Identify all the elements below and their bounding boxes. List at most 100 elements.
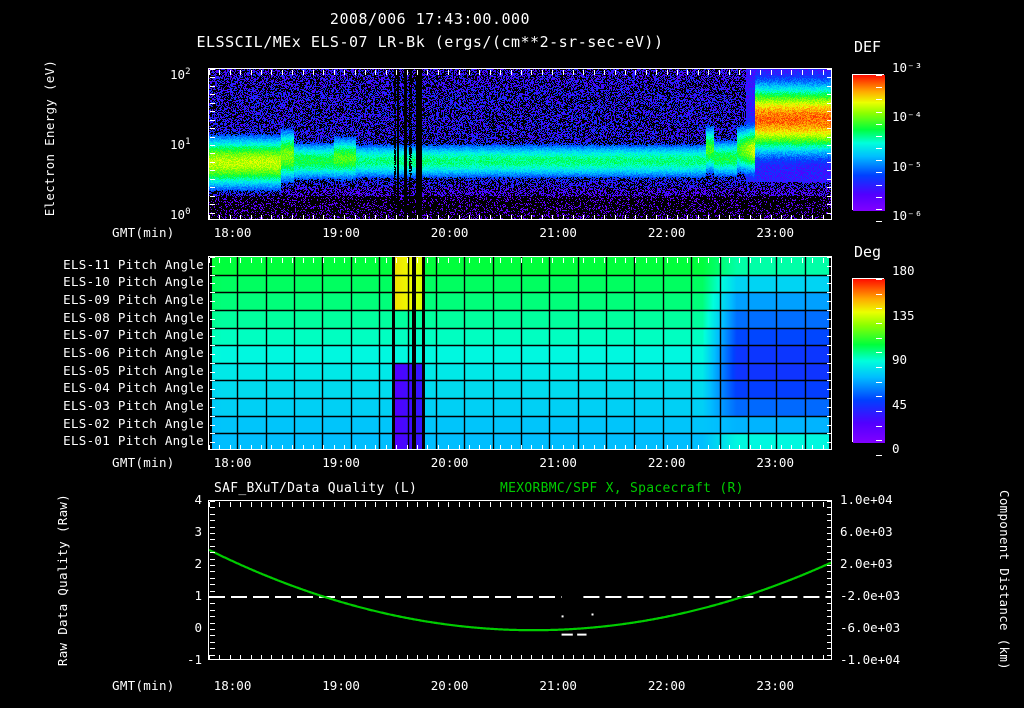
axis-tick [448, 258, 450, 263]
axis-tick [210, 195, 215, 197]
axis-tick [827, 635, 831, 637]
axis-tick [827, 161, 831, 163]
axis-tick [541, 502, 543, 507]
axis-tick [210, 584, 215, 586]
axis-tick [760, 655, 762, 659]
deg-colorbar[interactable] [852, 278, 885, 456]
axis-tick [666, 258, 668, 263]
axis-tick [827, 283, 831, 285]
axis-tick [396, 445, 398, 449]
axis-tick [718, 215, 720, 219]
axis-tick [209, 258, 210, 263]
panel3-left-tick-labels: 4 3 2 1 0 -1 [168, 492, 202, 670]
panel3-x-axis-label: GMT(min) [112, 678, 175, 693]
axis-tick [375, 445, 377, 449]
panel1-ytick-1e0: 100 [170, 207, 191, 223]
pitch-angle-row-label: ELS-07 Pitch Angle [63, 327, 204, 343]
colorbar-tick [876, 221, 882, 222]
axis-tick [210, 577, 215, 579]
axis-tick [500, 215, 502, 219]
axis-tick [749, 70, 751, 75]
axis-tick [645, 502, 647, 507]
axis-tick [210, 513, 215, 515]
panel3-left-tick: 3 [194, 524, 202, 539]
axis-tick [770, 445, 772, 449]
data-quality-distance-panel[interactable] [208, 500, 832, 660]
axis-tick [417, 655, 418, 659]
axis-tick [281, 445, 283, 449]
axis-tick [656, 70, 658, 75]
axis-tick [323, 502, 325, 507]
axis-tick [531, 655, 533, 659]
axis-tick [210, 545, 215, 547]
axis-tick [209, 655, 210, 659]
axis-tick [281, 215, 283, 219]
axis-tick [302, 502, 304, 507]
axis-tick [210, 362, 215, 364]
axis-tick [313, 70, 314, 75]
axis-tick [573, 70, 574, 75]
def-colorbar[interactable] [852, 74, 885, 222]
axis-tick [437, 215, 439, 219]
pitch-angle-panel[interactable] [208, 256, 832, 450]
axis-tick [760, 215, 762, 219]
axis-tick [229, 215, 231, 219]
axis-tick [427, 445, 429, 449]
panel1-ytick-1e2: 102 [170, 67, 191, 83]
axis-tick [614, 655, 616, 659]
axis-tick [210, 153, 215, 155]
axis-tick [406, 215, 408, 219]
axis-tick [448, 70, 450, 75]
axis-tick [677, 655, 678, 659]
colorbar-tick [876, 172, 882, 174]
axis-tick [583, 502, 585, 507]
axis-tick [827, 274, 831, 276]
pitch-angle-row-label: ELS-10 Pitch Angle [63, 274, 204, 290]
axis-tick [573, 502, 574, 507]
axis-tick [541, 258, 543, 263]
axis-tick [827, 195, 831, 197]
electron-energy-spectrogram[interactable] [208, 68, 832, 220]
xtick-label: 22:00 [647, 678, 686, 693]
axis-tick [500, 258, 502, 263]
panel3-right-tick-labels: 1.0e+04 6.0e+03 2.0e+03 -2.0e+03 -6.0e+03 -1.… [840, 492, 940, 670]
axis-tick [677, 258, 678, 263]
axis-tick [552, 655, 554, 659]
axis-tick [827, 654, 831, 656]
colorbar-tick [876, 208, 882, 210]
axis-tick [210, 265, 215, 267]
axis-tick [479, 258, 481, 263]
panel3-right-axis-label: Component Distance (km) [997, 490, 1012, 670]
axis-tick [210, 371, 215, 373]
axis-tick [791, 258, 793, 263]
axis-tick [406, 655, 408, 659]
axis-tick [827, 309, 831, 311]
def-colorbar-tick-labels: 10⁻³ 10⁻⁴ 10⁻⁵ 10⁻⁶ [892, 60, 1012, 223]
axis-tick [827, 603, 831, 605]
axis-tick [708, 445, 710, 449]
axis-tick [469, 258, 470, 263]
axis-tick [458, 215, 460, 219]
xtick-label: 21:00 [539, 455, 577, 470]
panel3-right-tick: -1.0e+04 [840, 652, 901, 667]
panel1-y-axis-label: Electron Energy (eV) [42, 59, 57, 217]
axis-tick [302, 258, 304, 263]
xtick-label: 18:00 [213, 455, 252, 470]
axis-tick [827, 552, 831, 554]
axis-tick [729, 445, 730, 449]
axis-tick [210, 526, 215, 528]
colorbar-tick [876, 455, 882, 456]
axis-tick [801, 215, 803, 219]
axis-tick [437, 655, 439, 659]
axis-tick [625, 502, 626, 507]
axis-tick [385, 445, 387, 449]
axis-tick [210, 389, 215, 391]
axis-tick [219, 70, 221, 75]
axis-tick [708, 215, 710, 219]
axis-tick [333, 70, 335, 75]
axis-tick [614, 258, 616, 263]
axis-tick [827, 362, 831, 364]
axis-tick [827, 571, 831, 573]
axis-tick [604, 655, 606, 659]
axis-tick [822, 502, 824, 507]
